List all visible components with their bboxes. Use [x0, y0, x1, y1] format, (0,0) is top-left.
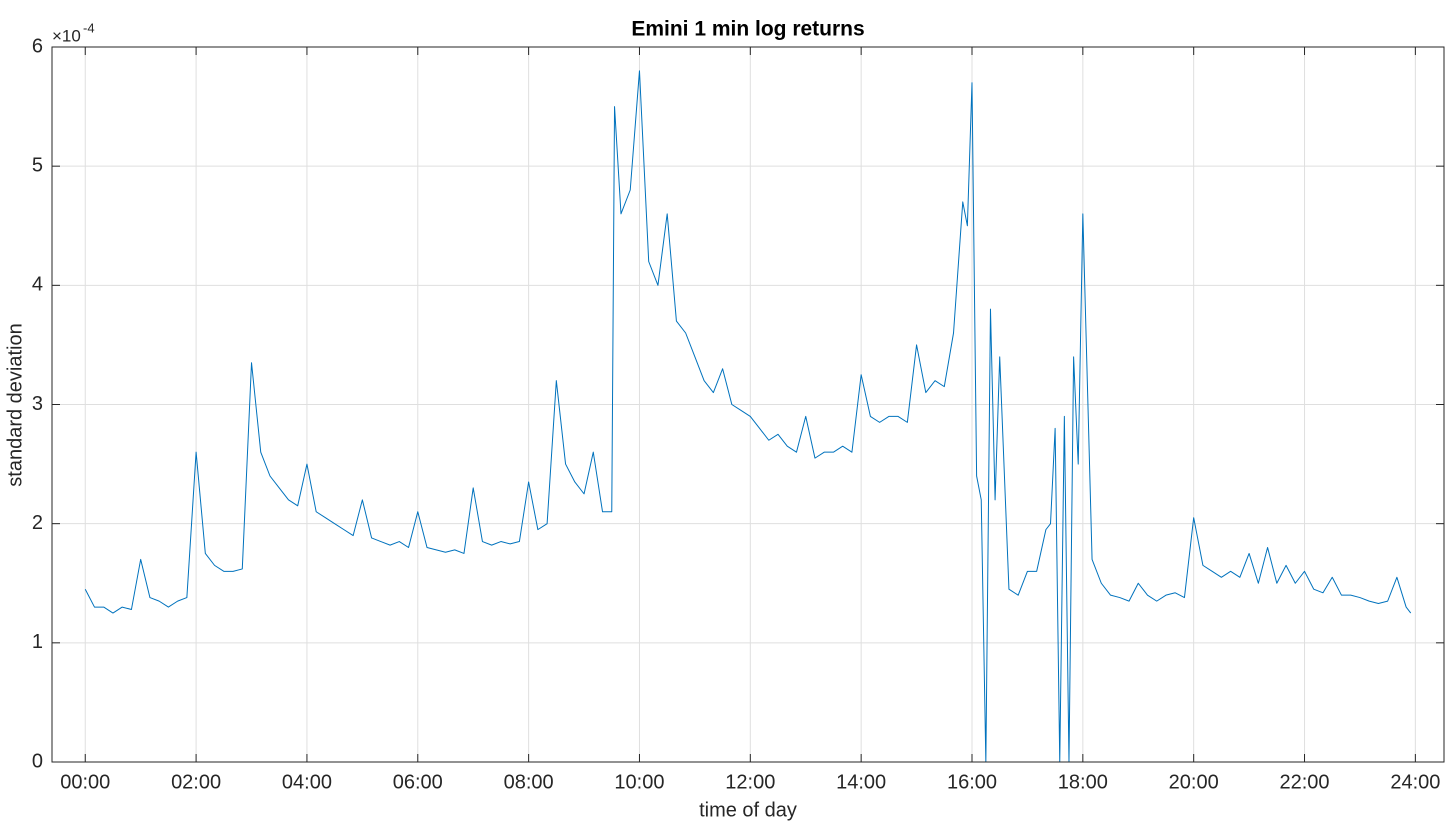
y-scale-base: ×10 — [52, 26, 81, 45]
x-tick-label: 24:00 — [1390, 771, 1440, 793]
x-tick-label: 16:00 — [947, 771, 997, 793]
chart-title: Emini 1 min log returns — [631, 18, 864, 41]
y-tick-label: 1 — [32, 631, 43, 653]
x-tick-label: 02:00 — [171, 771, 221, 793]
x-tick-label: 14:00 — [836, 771, 886, 793]
data-line — [84, 70, 1412, 763]
y-tick-label: 2 — [32, 512, 43, 534]
y-scale-exponent: -4 — [83, 20, 95, 35]
y-tick-label: 5 — [32, 154, 43, 176]
x-tick-label: 18:00 — [1058, 771, 1108, 793]
x-axis-label: time of day — [699, 799, 797, 821]
grid-layer — [52, 46, 1444, 763]
data-layer — [84, 70, 1412, 763]
x-tick-label: 00:00 — [60, 771, 110, 793]
x-tick-label: 10:00 — [614, 771, 664, 793]
y-tick-label: 3 — [32, 393, 43, 415]
x-tick-label: 08:00 — [504, 771, 554, 793]
y-axis-label: standard deviation — [4, 323, 26, 486]
y-tick-label: 6 — [32, 35, 43, 57]
x-tick-label: 22:00 — [1279, 771, 1329, 793]
x-tick-label: 12:00 — [725, 771, 775, 793]
x-tick-label: 04:00 — [282, 771, 332, 793]
y-tick-label: 4 — [32, 274, 43, 296]
y-tick-label: 0 — [32, 750, 43, 772]
x-tick-label: 06:00 — [393, 771, 443, 793]
x-tick-label: 20:00 — [1169, 771, 1219, 793]
